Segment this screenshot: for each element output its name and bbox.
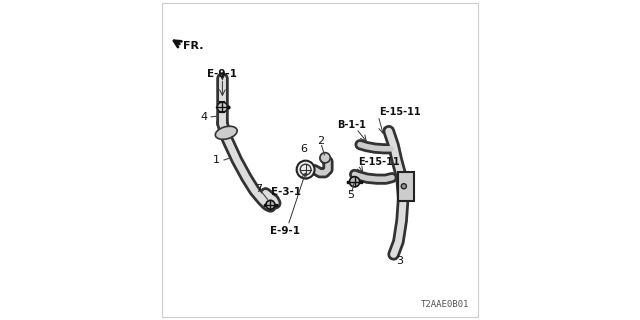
Text: B-1-1: B-1-1 [337, 120, 367, 131]
Text: E-15-11: E-15-11 [380, 107, 421, 117]
Circle shape [349, 177, 360, 187]
Circle shape [266, 200, 275, 209]
Circle shape [320, 153, 330, 163]
Text: T2AAE0B01: T2AAE0B01 [420, 300, 468, 309]
Text: E-15-11: E-15-11 [358, 156, 399, 167]
Text: E-9-1: E-9-1 [207, 68, 237, 79]
Text: 1: 1 [213, 155, 220, 165]
Text: E-9-1: E-9-1 [270, 226, 300, 236]
Text: 2: 2 [317, 136, 324, 147]
Circle shape [218, 102, 228, 112]
Text: FR.: FR. [184, 41, 204, 52]
Text: E-3-1: E-3-1 [271, 187, 301, 197]
Text: 4: 4 [200, 112, 207, 122]
Circle shape [297, 161, 315, 179]
FancyBboxPatch shape [398, 172, 414, 201]
Text: 3: 3 [396, 256, 403, 266]
Text: 5: 5 [348, 190, 355, 200]
Circle shape [401, 184, 406, 189]
Ellipse shape [215, 126, 237, 139]
Text: 7: 7 [255, 184, 262, 195]
Text: 6: 6 [300, 144, 307, 155]
